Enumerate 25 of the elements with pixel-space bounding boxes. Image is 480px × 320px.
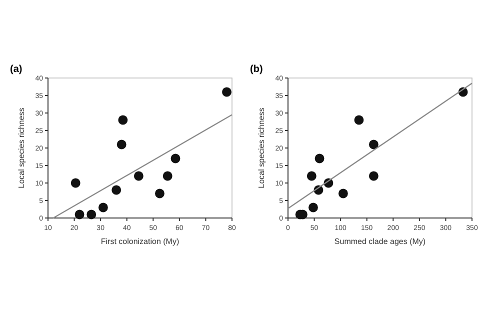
point bbox=[170, 154, 180, 164]
point bbox=[154, 188, 164, 198]
point bbox=[162, 171, 172, 181]
chart-title: (a) bbox=[10, 64, 22, 75]
point bbox=[112, 185, 122, 195]
point bbox=[70, 178, 80, 188]
y-axis-title: Local species richness bbox=[17, 108, 26, 188]
chart-title: (b) bbox=[250, 64, 263, 75]
point bbox=[368, 140, 378, 150]
point bbox=[338, 188, 348, 198]
point bbox=[86, 210, 96, 220]
point bbox=[134, 171, 144, 181]
point bbox=[98, 202, 108, 212]
x-axis-title: Summed clade ages (My) bbox=[334, 237, 426, 246]
point bbox=[306, 171, 316, 181]
point bbox=[354, 115, 364, 125]
point bbox=[314, 154, 324, 164]
point bbox=[74, 210, 84, 220]
point bbox=[118, 115, 128, 125]
point bbox=[368, 171, 378, 181]
point bbox=[116, 140, 126, 150]
y-axis-title: Local species richness bbox=[257, 108, 266, 188]
point bbox=[308, 202, 318, 212]
x-axis-title: First colonization (My) bbox=[100, 237, 180, 246]
point bbox=[222, 87, 232, 97]
